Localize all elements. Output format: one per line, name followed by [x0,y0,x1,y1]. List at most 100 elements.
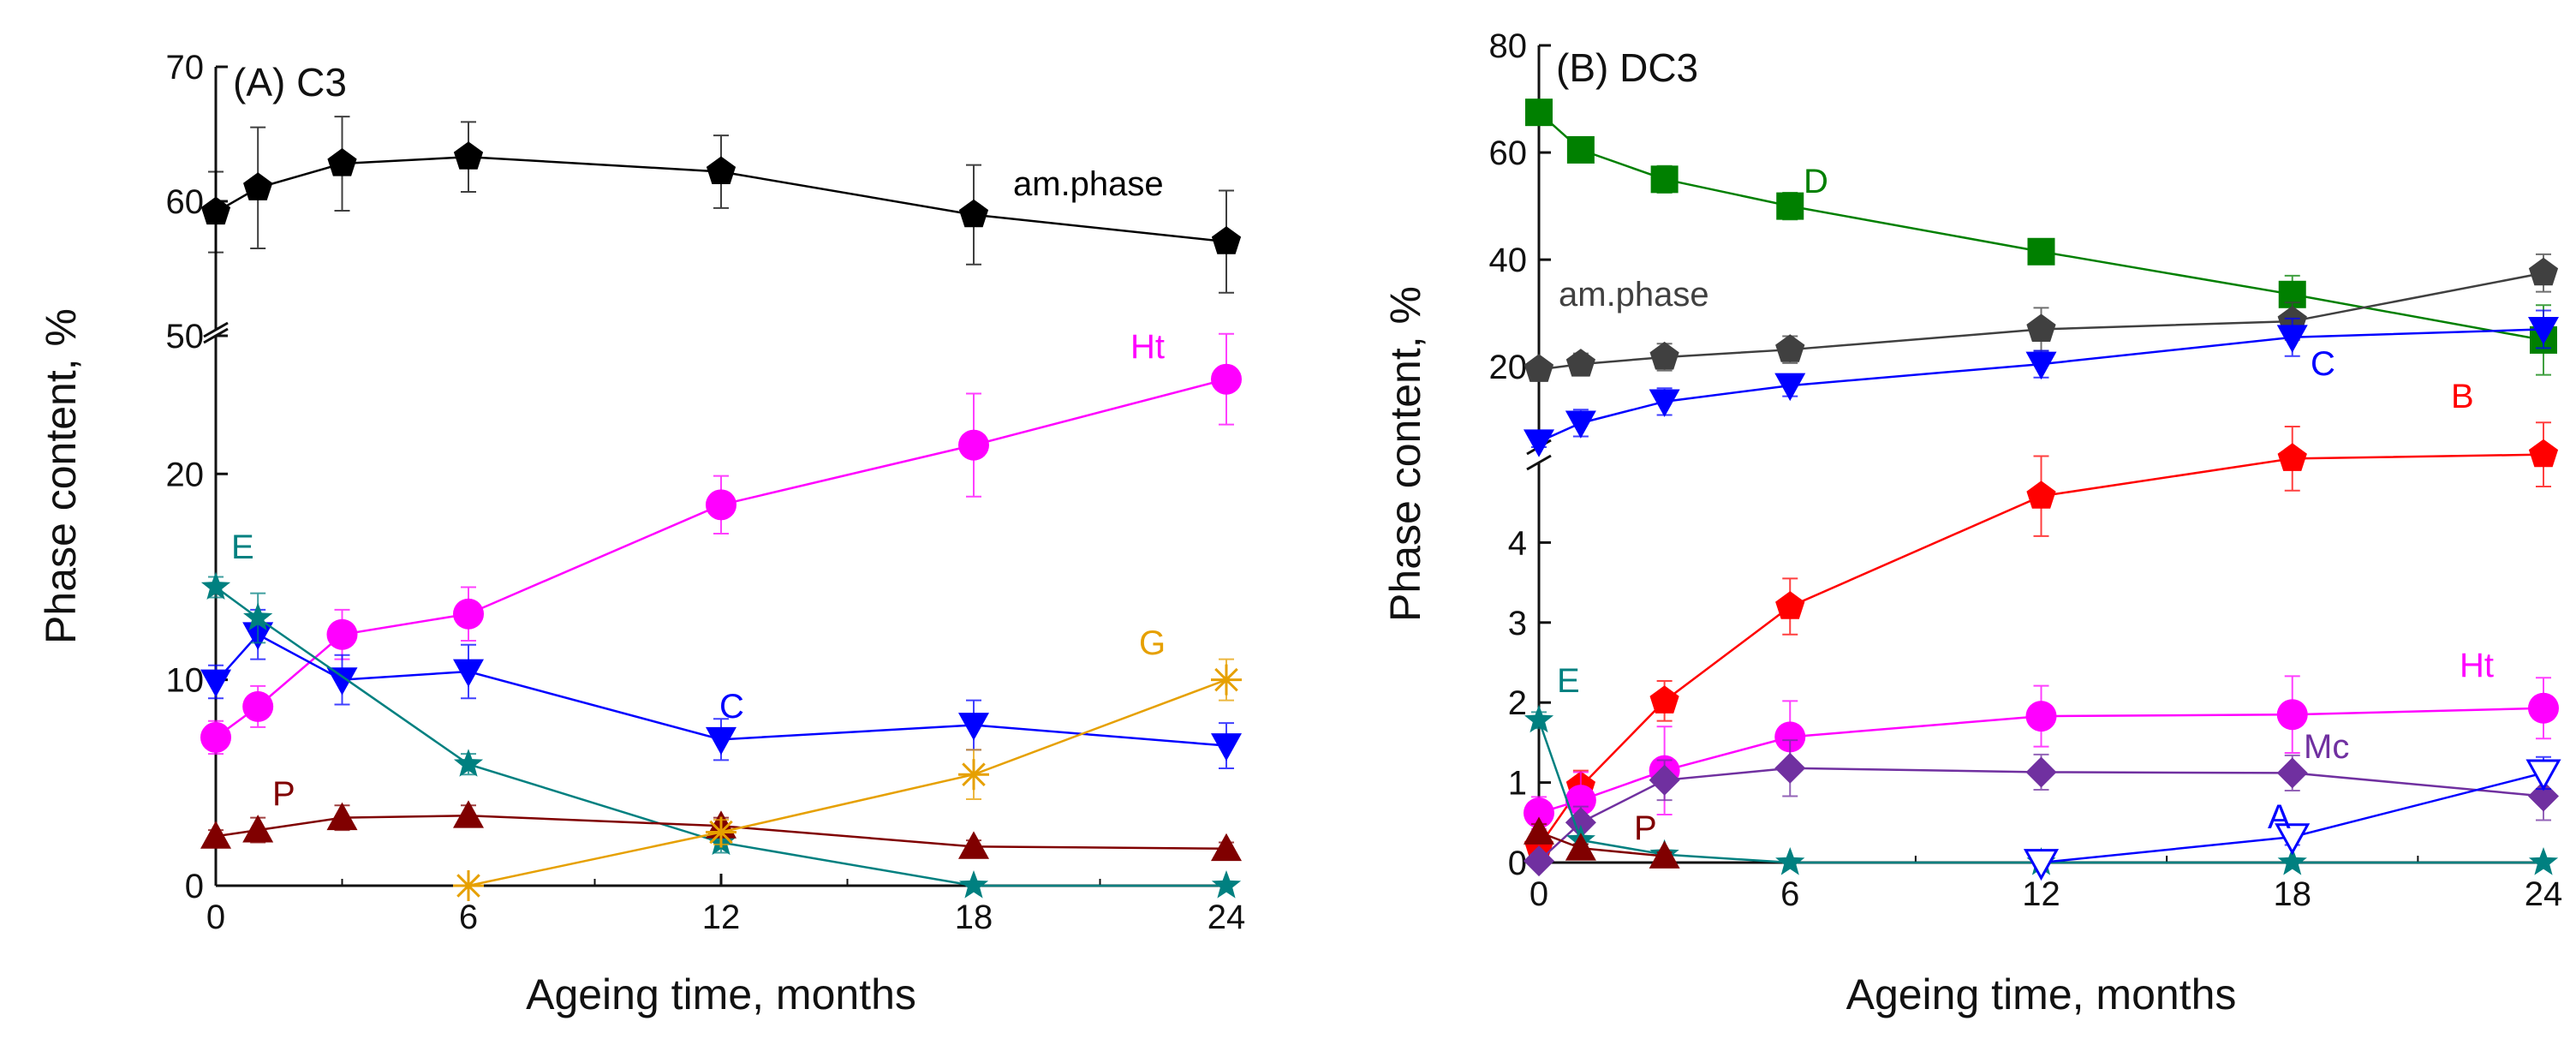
asterisk-stroke [1214,667,1238,692]
axes [1526,45,2543,864]
data-point [958,713,989,741]
data-point [2025,756,2057,788]
y-tick-label: 3 [1508,605,1527,642]
data-point [1565,410,1596,439]
series-label: P [272,775,295,813]
y-tick-label: 50 [166,318,205,355]
y-tick-label: 20 [1489,349,1528,386]
y-tick-label: 0 [1508,845,1527,882]
series-label: am.phase [1013,165,1164,203]
series-label: E [1557,662,1580,700]
y-tick-label: 2 [1508,684,1527,722]
data-point [2276,325,2308,353]
data-point [706,726,736,755]
y-tick-label: 0 [185,868,204,905]
data-point [1649,389,1680,417]
x-tick-label: 24 [1208,899,1246,936]
data-point [326,802,358,831]
x-tick-label: 12 [2022,875,2060,913]
data-point [1565,833,1596,861]
data-point [1566,135,1595,164]
y-tick-label: 40 [1489,242,1528,279]
data-point [1211,870,1242,899]
data-point [2528,692,2559,724]
data-point [1524,429,1554,457]
data-point [453,659,484,688]
data-point [1649,764,1680,796]
series-a: A [2023,755,2561,881]
series-label: C [2311,345,2335,383]
data-point [2528,847,2559,875]
y-axis-title: Phase content, % [37,308,85,644]
data-point [326,618,358,650]
data-point [2276,699,2308,731]
x-tick-label: 24 [2525,875,2563,913]
data-point [200,196,231,225]
panel-a: 0 6 12 18 24 50 60 70 0 10 20 (A) C3 Ageing time, mo… [37,49,1245,1018]
series-p: P [200,775,1242,862]
data-point [200,821,231,849]
series-line [468,678,1227,887]
data-point [1524,354,1554,382]
data-point [1211,363,1242,395]
y-tick-label: 4 [1508,524,1527,562]
data-point [243,172,273,200]
y-tick-label: 20 [166,456,205,493]
series-label: E [231,528,254,566]
data-point [453,598,484,630]
series-label: C [719,688,744,726]
axis-break-mark [203,321,229,338]
data-point [2277,443,2307,471]
data-point [1650,165,1679,194]
data-point [2528,257,2559,286]
data-point [1775,847,1805,875]
x-tick-label: 0 [206,899,225,936]
series-line [215,378,1227,738]
series-p: P [1524,809,1680,869]
series-ht: Ht [1524,647,2559,830]
y-tick-label: 60 [166,183,205,221]
data-point [1649,840,1680,869]
y-axis-title: Phase content, % [1381,286,1429,622]
y-tick-label: 60 [1489,134,1528,172]
data-point [1524,816,1554,845]
data-point [2025,701,2057,732]
data-point [242,815,274,843]
data-point [958,429,989,461]
data-point [1649,341,1679,370]
data-point [1775,591,1805,619]
data-point [2027,237,2055,266]
data-point [453,800,484,828]
data-point [1776,192,1804,220]
series-label: A [2268,798,2291,836]
data-point [958,199,989,228]
series-ht: Ht [200,328,1242,755]
series-label: G [1139,624,1166,662]
data-point [2525,759,2561,791]
data-point [706,156,736,184]
panel-title: (B) DC3 [1556,45,1698,90]
data-point [327,148,357,176]
data-point [200,669,231,698]
data-point [453,870,484,901]
data-point [1211,226,1242,254]
data-point [200,721,231,753]
data-point [706,489,736,521]
data-point [706,816,736,848]
y-tick-label: 80 [1489,27,1528,65]
series-amphase: am.phase [200,116,1242,294]
series-label: am.phase [1559,276,1709,314]
data-point [1524,797,1554,829]
data-point [200,571,231,600]
x-tick-label: 0 [1530,875,1548,913]
y-tick-label: 70 [166,49,205,87]
series-amphase: am.phase [1524,253,2559,382]
x-tick-label: 18 [955,899,993,936]
asterisk-stroke [962,762,986,786]
data-point [1565,785,1596,816]
data-point [2026,481,2056,509]
asterisk-stroke [709,820,733,845]
series-label: Ht [2460,647,2494,684]
